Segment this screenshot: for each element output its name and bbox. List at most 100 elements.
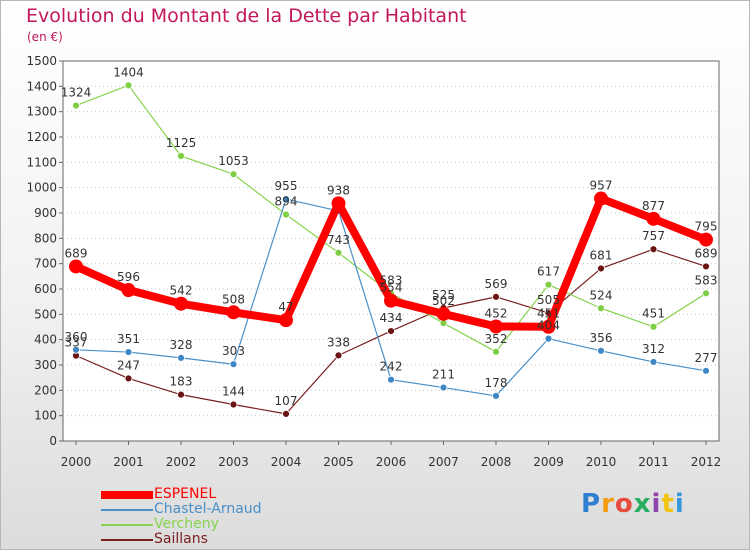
data-point-chastel-arnaud: [72, 345, 80, 354]
logo-letter: t: [661, 489, 675, 519]
data-label-espenel: 877: [642, 199, 665, 213]
data-point-espenel: [436, 306, 451, 321]
data-label-vercheny: 743: [327, 233, 350, 247]
data-label-vercheny: 894: [275, 195, 298, 209]
y-tick-label: 1300: [26, 105, 57, 119]
data-point-saillans: [124, 374, 133, 383]
y-tick-label: 400: [34, 333, 57, 347]
data-point-espenel: [174, 296, 188, 311]
legend-item-vercheny: Vercheny: [101, 516, 321, 533]
data-label-vercheny: 583: [695, 273, 718, 287]
plot-area: [62, 60, 720, 442]
y-tick-label: 900: [34, 206, 57, 220]
logo-letter: r: [601, 489, 615, 519]
data-label-vercheny: 1404: [113, 65, 144, 79]
data-label-vercheny: 1324: [61, 86, 92, 100]
data-point-saillans: [492, 292, 500, 301]
data-label-saillans: 689: [695, 246, 718, 260]
data-point-vercheny: [334, 248, 343, 257]
data-label-espenel: 47: [278, 300, 293, 314]
data-label-espenel: 795: [695, 220, 718, 234]
data-label-espenel: 689: [65, 246, 88, 260]
data-label-chastel-arnaud: 211: [432, 368, 455, 382]
data-point-chastel-arnaud: [702, 366, 710, 375]
data-point-vercheny: [544, 280, 553, 289]
data-point-espenel: [331, 196, 346, 211]
data-point-chastel-arnaud: [544, 334, 553, 343]
logo-letter: i: [651, 489, 662, 519]
data-label-chastel-arnaud: 328: [170, 338, 193, 352]
legend-item-chastel-arnaud: Chastel-Arnaud: [101, 501, 321, 518]
x-tick-label: 2009: [533, 455, 564, 469]
data-label-espenel: 452: [485, 306, 508, 320]
legend-item-saillans: Saillans: [101, 531, 321, 548]
data-point-chastel-arnaud: [649, 358, 658, 366]
data-point-chastel-arnaud: [282, 195, 290, 203]
data-point-vercheny: [229, 170, 238, 179]
data-point-espenel: [279, 313, 293, 328]
data-point-vercheny: [124, 81, 133, 90]
data-label-chastel-arnaud: 303: [222, 344, 245, 358]
data-point-espenel: [121, 283, 136, 298]
y-tick-label: 600: [34, 282, 57, 296]
data-point-espenel: [646, 211, 661, 226]
data-point-espenel: [489, 319, 503, 334]
data-label-chastel-arnaud: 178: [485, 376, 508, 390]
x-tick-label: 2001: [113, 455, 144, 469]
data-point-vercheny: [597, 304, 605, 313]
data-label-chastel-arnaud: 955: [275, 179, 298, 193]
data-label-saillans: 183: [170, 375, 193, 389]
legend-swatch-vercheny: [101, 524, 153, 526]
legend-label-vercheny: Vercheny: [154, 516, 219, 532]
data-label-chastel-arnaud: 360: [65, 330, 88, 344]
data-label-chastel-arnaud: 277: [695, 351, 718, 365]
data-label-vercheny: 524: [590, 288, 613, 302]
data-point-espenel: [384, 293, 398, 308]
y-tick-label: 800: [34, 231, 57, 245]
x-tick-label: 2008: [481, 455, 512, 469]
y-tick-label: 1200: [26, 130, 57, 144]
logo-letter: i: [674, 489, 685, 519]
legend-swatch-espenel: [101, 491, 153, 499]
data-label-vercheny: 583: [380, 273, 403, 287]
data-point-saillans: [282, 409, 290, 418]
unit-label: (en €): [27, 30, 63, 44]
data-point-saillans: [334, 351, 343, 360]
y-tick-label: 700: [34, 257, 57, 271]
data-point-saillans: [649, 245, 658, 254]
data-label-chastel-arnaud: 242: [380, 360, 403, 374]
y-tick-label: 1500: [26, 54, 57, 68]
x-tick-label: 2007: [428, 455, 459, 469]
data-point-vercheny: [282, 210, 290, 219]
data-point-chastel-arnaud: [229, 360, 238, 369]
x-tick-label: 2006: [376, 455, 407, 469]
data-point-chastel-arnaud: [492, 392, 500, 400]
data-label-espenel: 596: [117, 270, 140, 284]
data-point-saillans: [702, 262, 710, 271]
data-label-espenel: 554: [380, 281, 403, 295]
legend-label-espenel: ESPENEL: [154, 486, 217, 502]
data-label-vercheny: 617: [537, 265, 560, 279]
x-tick-label: 2004: [271, 455, 302, 469]
data-label-chastel-arnaud: 351: [117, 332, 140, 346]
data-point-espenel: [69, 259, 83, 274]
data-point-vercheny: [702, 289, 710, 298]
y-tick-label: 1400: [26, 79, 57, 93]
data-label-saillans: 247: [117, 358, 140, 372]
legend-label-saillans: Saillans: [154, 531, 208, 547]
data-label-espenel: 451: [537, 307, 560, 321]
y-tick-label: 100: [34, 409, 57, 423]
data-label-espenel: 957: [590, 179, 613, 193]
x-tick-label: 2003: [218, 455, 249, 469]
legend-label-chastel-arnaud: Chastel-Arnaud: [154, 501, 262, 517]
data-label-saillans: 107: [275, 394, 298, 408]
logo-letter: x: [633, 489, 652, 519]
data-label-vercheny: 1125: [166, 136, 197, 150]
data-point-chastel-arnaud: [177, 354, 185, 362]
x-tick-label: 2012: [691, 455, 722, 469]
logo-letter: o: [614, 489, 634, 519]
data-label-chastel-arnaud: 312: [642, 342, 665, 356]
data-label-vercheny: 451: [642, 307, 665, 321]
data-point-saillans: [597, 264, 605, 273]
data-label-vercheny: 1053: [218, 154, 249, 168]
